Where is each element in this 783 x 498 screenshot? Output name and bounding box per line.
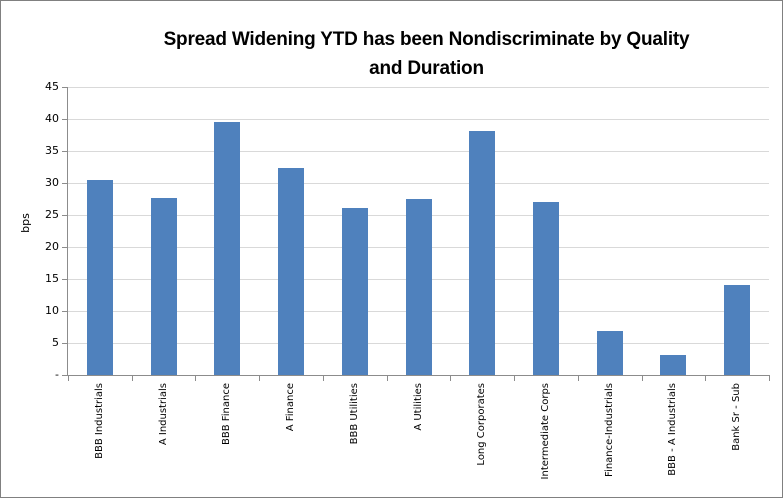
y-tick-mark [62,119,67,120]
y-tick-label: 10 [45,304,59,317]
x-category-label: Bank Sr - Sub [731,383,742,451]
x-category-label: A Utilities [413,383,424,431]
y-tick-mark [62,183,67,184]
x-tick-mark [705,376,706,381]
x-tick-mark [195,376,196,381]
bar [151,198,177,375]
y-tick-mark [62,375,67,376]
y-axis-line [67,87,68,376]
y-tick-mark [62,279,67,280]
bar [214,122,240,375]
x-tick-mark [450,376,451,381]
bar [342,208,368,375]
x-category-label: BBB - A Industrials [667,383,678,476]
y-tick-label: 35 [45,144,59,157]
y-tick-label: 20 [45,240,59,253]
y-tick-label: 40 [45,112,59,125]
bar [724,285,750,375]
y-tick-mark [62,247,67,248]
chart-title-line-2: and Duration [369,58,484,79]
y-tick-mark [62,87,67,88]
bar [278,168,304,375]
y-tick-label: - [55,368,59,381]
bar [597,331,623,375]
x-category-label: Finance-Industrials [604,383,615,477]
y-tick-mark [62,215,67,216]
y-tick-label: 45 [45,80,59,93]
x-tick-mark [642,376,643,381]
x-category-label: BBB Finance [221,383,232,446]
gridline [68,183,769,184]
x-tick-mark [259,376,260,381]
x-category-label: BBB Industrials [94,383,105,459]
bar [87,180,113,375]
x-category-label: BBB Utilities [349,383,360,445]
gridline [68,87,769,88]
y-tick-label: 25 [45,208,59,221]
bar [406,199,432,375]
y-tick-mark [62,151,67,152]
chart-title: Spread Widening YTD has been Nondiscrimi… [76,25,777,83]
chart-title-line-1: Spread Widening YTD has been Nondiscrimi… [163,29,690,50]
x-category-label: A Finance [285,383,296,432]
x-tick-mark [132,376,133,381]
y-tick-label: 30 [45,176,59,189]
x-axis-line [67,375,770,376]
y-tick-label: 15 [45,272,59,285]
x-tick-mark [514,376,515,381]
x-tick-mark [387,376,388,381]
x-tick-mark [68,376,69,381]
x-category-label: Intermediate Corps [540,383,551,480]
y-tick-label: 5 [52,336,59,349]
bar [469,131,495,375]
x-tick-mark [769,376,770,381]
x-tick-mark [578,376,579,381]
y-tick-mark [62,343,67,344]
gridline [68,119,769,120]
x-category-label: Long Corporates [476,383,487,466]
x-tick-mark [323,376,324,381]
bar [660,355,686,375]
bar [533,202,559,375]
x-category-label: A Industrials [158,383,169,446]
y-tick-mark [62,311,67,312]
gridline [68,151,769,152]
